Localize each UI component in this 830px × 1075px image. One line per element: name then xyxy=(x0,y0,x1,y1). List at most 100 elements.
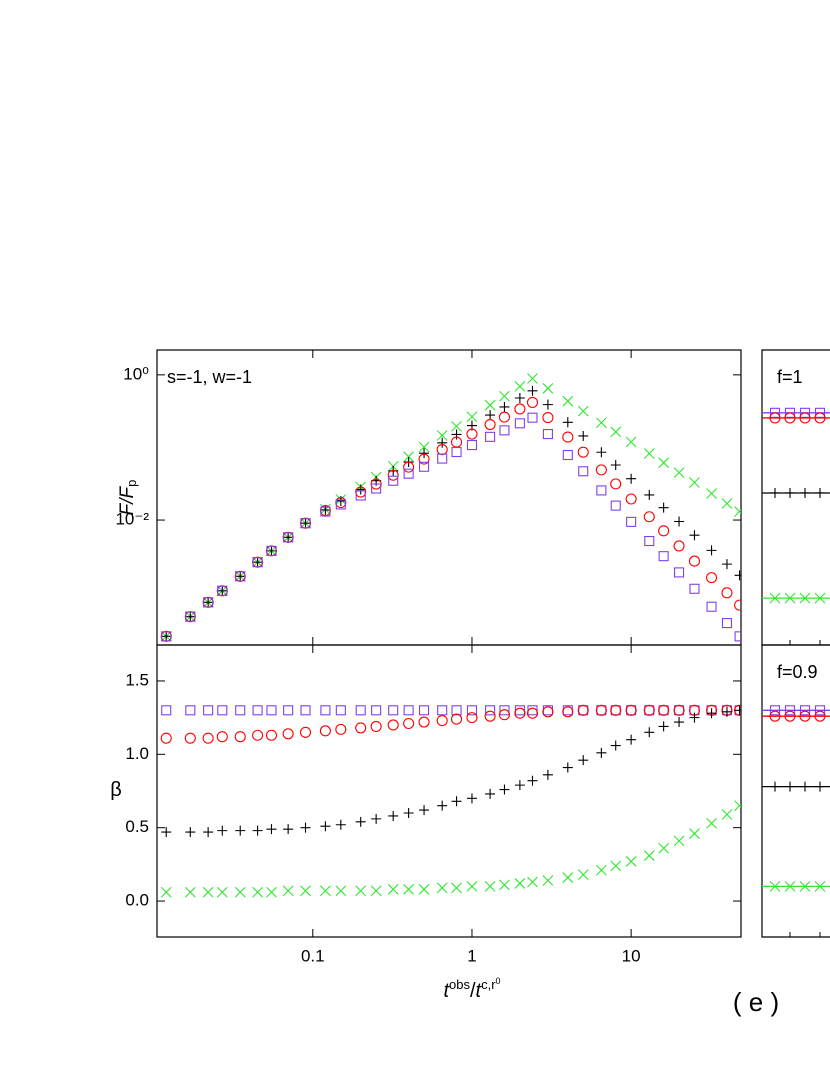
marker xyxy=(799,592,811,604)
marker xyxy=(370,885,382,897)
marker xyxy=(799,880,811,892)
marker xyxy=(320,705,331,716)
marker xyxy=(335,499,346,510)
marker xyxy=(203,705,214,716)
marker xyxy=(799,710,811,722)
marker xyxy=(485,788,496,799)
y-tick-label: 10⁻² xyxy=(115,510,149,529)
marker xyxy=(355,705,366,716)
marker xyxy=(466,411,478,423)
marker xyxy=(466,705,478,716)
marker xyxy=(451,446,462,458)
marker xyxy=(658,704,670,716)
marker xyxy=(202,886,214,898)
marker xyxy=(371,813,382,824)
marker xyxy=(734,631,741,642)
marker xyxy=(387,469,399,481)
marker xyxy=(800,487,810,498)
marker xyxy=(484,880,496,892)
y-tick-label: 0.0 xyxy=(125,891,149,910)
x-axis-label-part: 0 xyxy=(496,976,501,986)
marker xyxy=(734,506,741,517)
marker xyxy=(203,597,214,608)
marker xyxy=(658,551,669,562)
marker xyxy=(706,601,717,612)
marker xyxy=(300,518,311,529)
marker xyxy=(498,709,511,721)
marker xyxy=(450,713,463,725)
marker xyxy=(266,886,277,898)
y-axis-label-part: F/F xyxy=(117,485,138,515)
y-tick-label: 1.0 xyxy=(125,744,149,763)
marker xyxy=(371,705,382,716)
marker xyxy=(217,585,228,596)
marker xyxy=(706,817,717,829)
marker xyxy=(466,712,478,724)
marker xyxy=(673,467,685,479)
marker xyxy=(252,825,263,836)
x-axis-label-part: c,r xyxy=(481,977,496,992)
marker xyxy=(282,728,294,740)
marker xyxy=(527,373,538,384)
marker xyxy=(485,410,496,421)
marker xyxy=(202,732,214,744)
marker xyxy=(596,447,607,458)
marker xyxy=(721,706,732,717)
marker xyxy=(466,439,478,451)
x-axis-label-part: t xyxy=(476,980,483,1002)
panel-label: ( e ) xyxy=(733,987,779,1017)
marker xyxy=(387,883,399,895)
marker xyxy=(815,487,825,498)
marker xyxy=(815,781,825,792)
marker xyxy=(689,477,700,488)
marker xyxy=(577,405,589,417)
marker xyxy=(484,710,496,722)
marker xyxy=(217,705,228,716)
marker xyxy=(578,430,589,441)
marker xyxy=(266,545,277,556)
marker xyxy=(235,825,246,836)
x-tick-label: 0.1 xyxy=(301,946,325,965)
marker xyxy=(689,828,700,839)
marker xyxy=(562,872,574,883)
marker xyxy=(498,411,511,423)
marker xyxy=(721,587,733,599)
marker xyxy=(626,473,637,484)
marker xyxy=(799,412,811,424)
marker xyxy=(185,611,196,622)
marker xyxy=(689,712,700,723)
marker xyxy=(643,511,655,523)
marker xyxy=(388,475,399,486)
marker xyxy=(335,819,346,830)
marker xyxy=(610,500,621,511)
x-tick-label: 10 xyxy=(622,946,641,965)
marker xyxy=(784,710,796,722)
marker xyxy=(814,710,826,722)
marker xyxy=(814,412,826,424)
y-tick-label: 1.5 xyxy=(125,670,149,689)
marker xyxy=(610,860,622,872)
marker xyxy=(542,399,553,410)
marker xyxy=(785,487,795,498)
marker xyxy=(436,882,448,894)
plot-frame xyxy=(156,644,742,938)
marker xyxy=(252,557,263,568)
marker xyxy=(706,488,717,499)
marker xyxy=(721,618,733,629)
marker xyxy=(266,824,277,835)
marker xyxy=(514,878,526,889)
marker xyxy=(499,879,510,891)
marker xyxy=(418,883,430,895)
marker xyxy=(485,431,496,442)
marker xyxy=(335,723,347,735)
marker xyxy=(643,448,655,459)
marker xyxy=(371,483,382,494)
marker xyxy=(436,430,448,441)
marker xyxy=(282,885,294,897)
marker xyxy=(769,710,781,722)
marker xyxy=(734,599,741,611)
marker xyxy=(526,707,539,719)
x-tick-label: 1 xyxy=(467,946,476,965)
